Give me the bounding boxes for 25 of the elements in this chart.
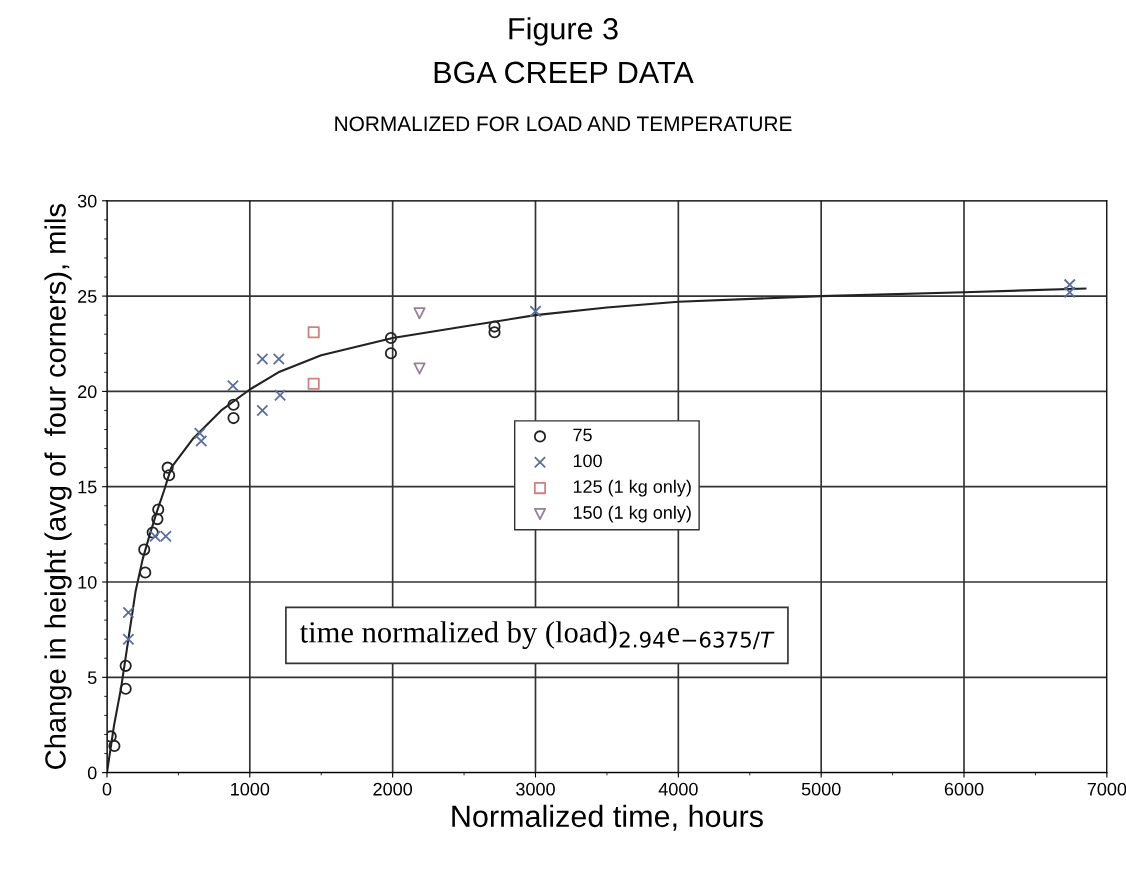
legend-label: 125 (1 kg only) (573, 479, 691, 497)
y-tick-label: 30 (77, 194, 97, 208)
legend-label: 150 (1 kg only) (573, 505, 691, 523)
x-tick-label: 3000 (516, 782, 555, 796)
y-tick-label: 5 (87, 671, 97, 685)
chart-title: BGA CREEP DATA (434, 61, 694, 84)
chart-subtitle: NORMALIZED FOR LOAD AND TEMPERATURE (335, 116, 792, 132)
x-tick-label: 1000 (231, 782, 270, 796)
y-tick-label: 20 (78, 385, 97, 399)
y-tick-label: 15 (78, 480, 97, 494)
y-axis-title: Change in height (avg of four corners), mils (44, 204, 72, 769)
legend-label: 75 (573, 428, 592, 442)
x-tick-label: 4000 (658, 782, 698, 796)
y-tick-label: 0 (87, 766, 97, 780)
caption: Figure 3 (509, 17, 618, 46)
y-tick-label: 10 (78, 575, 97, 589)
x-tick-label: 7000 (1087, 782, 1126, 796)
x-tick-label: 5000 (801, 782, 841, 796)
x-tick-label: 6000 (944, 782, 984, 796)
legend-label: 100 (573, 454, 602, 468)
x-axis-title: Normalized time, hours (452, 804, 763, 831)
annotation: time normalized by (load)$_{2.94}$e$_{−6375/T}$ (299, 621, 775, 650)
x-tick-label: 2000 (373, 782, 413, 796)
x-tick-label: 0 (102, 782, 112, 796)
y-tick-label: 25 (78, 290, 97, 303)
